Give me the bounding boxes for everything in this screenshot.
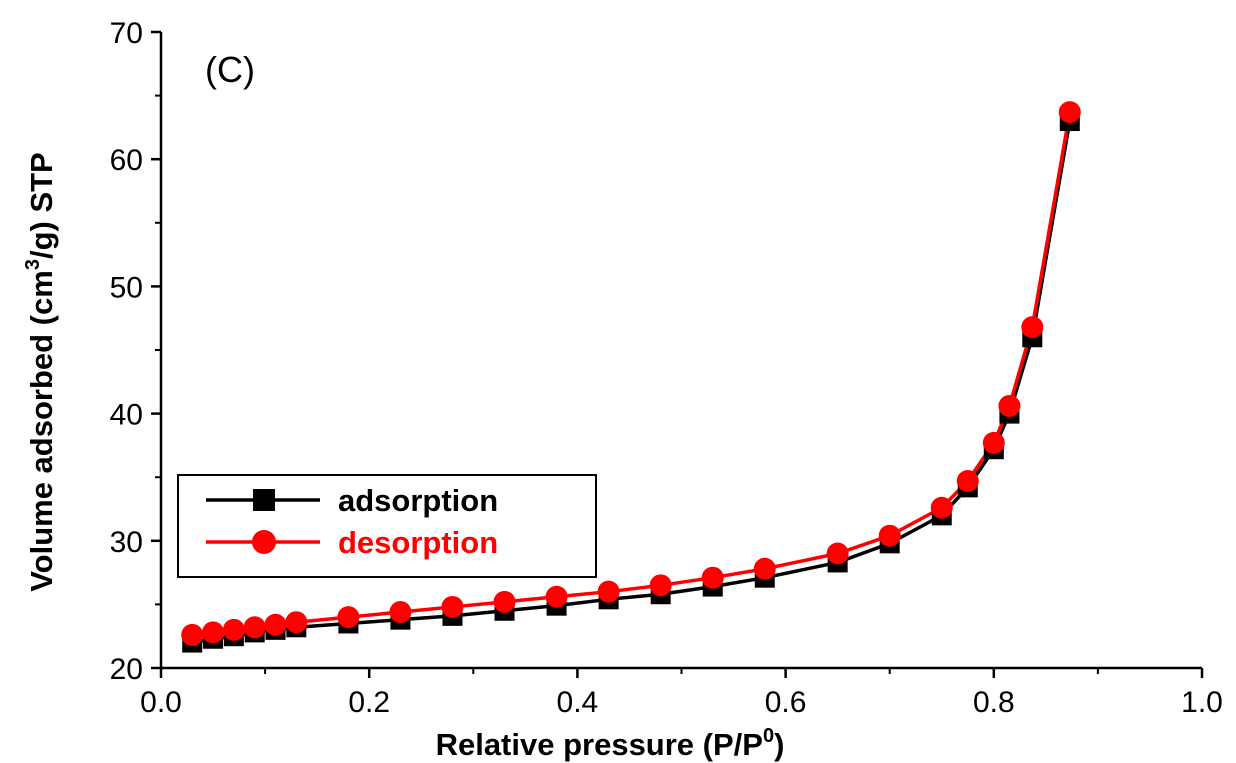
x-tick-label: 0.0 — [140, 686, 182, 719]
y-tick-label: 60 — [110, 144, 143, 177]
y-axis-label-end: /g) STP — [24, 152, 59, 259]
data-point-desorption — [545, 585, 568, 608]
data-point-desorption — [285, 611, 308, 634]
legend: adsorption desorption — [177, 474, 597, 578]
x-tick-label: 0.6 — [765, 686, 807, 719]
data-point-desorption — [878, 524, 901, 547]
series-layer — [181, 101, 1081, 653]
x-tick-label: 0.2 — [348, 686, 390, 719]
legend-box — [177, 474, 597, 578]
x-tick-label: 0.4 — [557, 686, 599, 719]
y-tick-label: 20 — [110, 653, 143, 686]
y-tick-label: 50 — [110, 271, 143, 304]
data-point-desorption — [753, 557, 776, 580]
data-point-desorption — [998, 394, 1021, 417]
y-ticks: 20 30 40 50 60 70 — [110, 17, 161, 686]
x-axis-label-main: Relative pressure (P/P — [436, 727, 763, 762]
y-tick-label: 70 — [110, 17, 143, 50]
y-tick-label: 40 — [110, 399, 143, 432]
data-point-desorption — [649, 574, 672, 597]
data-point-desorption — [701, 566, 724, 589]
data-point-desorption — [222, 618, 245, 641]
data-point-desorption — [1058, 101, 1081, 124]
data-point-desorption — [930, 496, 953, 519]
data-point-desorption — [389, 601, 412, 624]
data-point-desorption — [826, 542, 849, 565]
legend-label-adsorption: adsorption — [338, 483, 498, 518]
x-axis-label-sup: 0 — [763, 725, 774, 747]
data-point-desorption — [441, 595, 464, 618]
y-axis-label: Volume adsorbed (cm3/g) STP — [22, 152, 59, 591]
data-point-desorption — [956, 470, 979, 493]
data-point-desorption — [202, 621, 225, 644]
data-point-desorption — [337, 606, 360, 629]
data-point-desorption — [264, 613, 287, 636]
x-axis-label: Relative pressure (P/P0) — [436, 725, 785, 762]
data-point-desorption — [493, 590, 516, 613]
data-point-desorption — [243, 616, 266, 639]
data-point-desorption — [597, 580, 620, 603]
data-point-desorption — [982, 431, 1005, 454]
y-axis-label-sup: 3 — [22, 259, 44, 270]
data-point-desorption — [181, 623, 204, 646]
data-point-desorption — [1021, 316, 1044, 339]
panel-label: (C) — [205, 49, 255, 90]
y-tick-label: 30 — [110, 526, 143, 559]
x-axis-label-end: ) — [774, 727, 784, 762]
legend-marker-adsorption — [253, 489, 275, 511]
legend-marker-desorption — [252, 530, 276, 554]
legend-label-desorption: desorption — [338, 525, 498, 560]
legend-entry-adsorption: adsorption — [206, 483, 498, 518]
legend-entry-desorption: desorption — [206, 525, 498, 560]
y-axis-label-main: Volume adsorbed (cm — [24, 270, 59, 592]
x-ticks: 0.0 0.2 0.4 0.6 0.8 1.0 — [140, 668, 1223, 719]
x-tick-label: 0.8 — [973, 686, 1015, 719]
x-tick-label: 1.0 — [1181, 686, 1223, 719]
